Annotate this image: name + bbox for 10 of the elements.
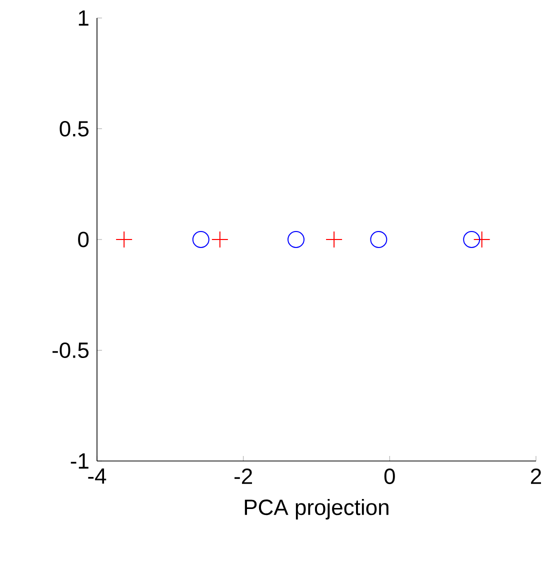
x-tick-label: 0 bbox=[384, 468, 395, 484]
y-tick-label: 0.5 bbox=[60, 120, 89, 137]
y-tick-label: -0.5 bbox=[52, 342, 89, 358]
x-tick-label: 2 bbox=[530, 468, 541, 484]
x-tick-label: -4 bbox=[88, 468, 106, 484]
y-tick-label: 1 bbox=[78, 10, 88, 26]
x-axis-title: PCA projection bbox=[244, 498, 388, 520]
y-tick-label: 0 bbox=[78, 232, 89, 248]
y-tick-label: -1 bbox=[70, 453, 88, 469]
x-tick-label: -2 bbox=[234, 468, 252, 484]
